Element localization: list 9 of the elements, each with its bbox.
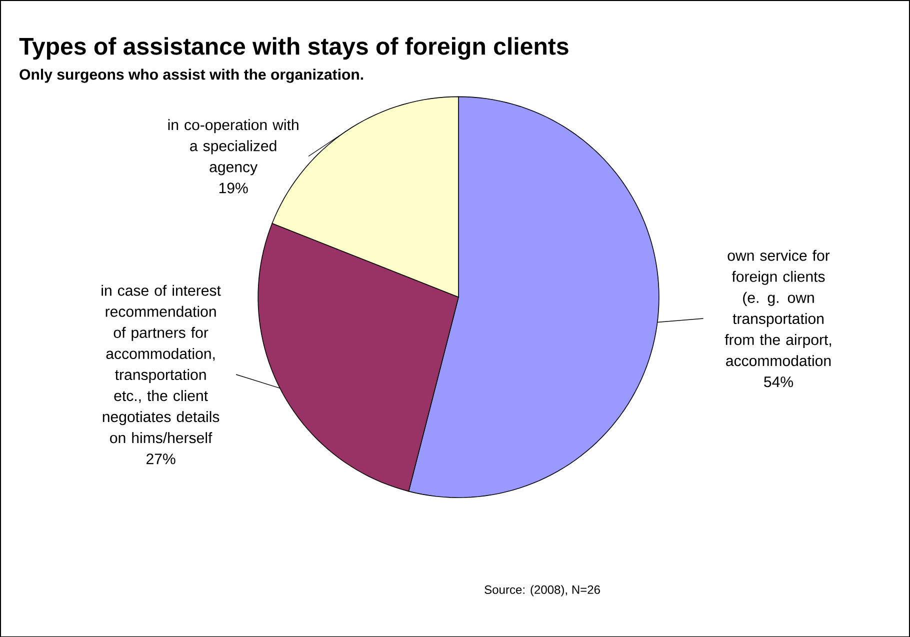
data-label: 54% (764, 376, 794, 387)
source-note: Source: (2008), N=26 (484, 584, 600, 596)
slice-label: own service for foreign clients (e. g. own transportation from the airport, accommodation (724, 250, 832, 366)
data-label: 19% (219, 182, 248, 194)
slice-label: in case of interest recommendation of partners for accommodation, transportation etc., the client negotiates details on hims/herself (102, 284, 221, 443)
chart-subtitle: Only surgeons who assist with the organization. (20, 68, 364, 83)
chart-title: Types of assistance with stays of foreign clients (19, 36, 568, 60)
data-label: 27% (146, 453, 176, 464)
slice-label: in co-operation with a specialized agency (168, 118, 298, 176)
